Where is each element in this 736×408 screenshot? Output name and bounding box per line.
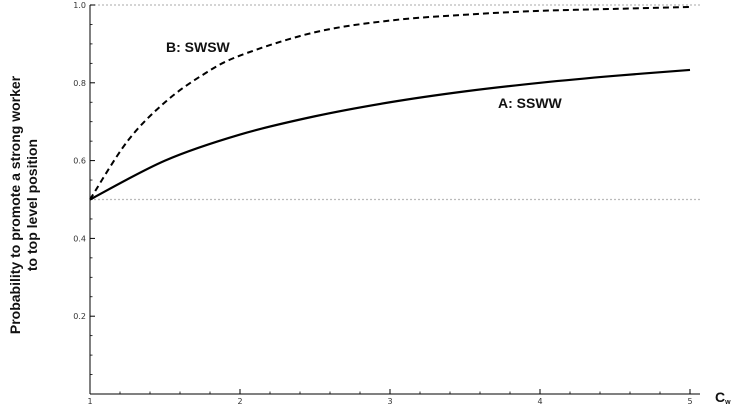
y-tick-label: 0.4 xyxy=(73,234,86,243)
series-label-a: A: SSWW xyxy=(498,95,563,111)
x-axis-label-main: C xyxy=(715,389,725,405)
y-axis-label: Probability to promote a strong worker t… xyxy=(7,75,40,334)
reference-lines xyxy=(90,4,700,201)
series-line-b xyxy=(89,5,691,201)
x-tick-label: 5 xyxy=(687,397,692,406)
x-axis-label: Cw xyxy=(715,389,731,406)
x-tick-label: 2 xyxy=(237,397,242,406)
y-tick-label: 0.2 xyxy=(73,312,86,321)
y-tick-labels: 0.2 0.4 0.6 0.8 1.0 xyxy=(73,1,86,321)
x-tick-label: 1 xyxy=(87,397,92,406)
series-label-b: B: SWSW xyxy=(166,39,231,55)
series-lines xyxy=(89,5,691,201)
y-tick-label: 0.6 xyxy=(73,157,86,166)
y-tick-label: 1.0 xyxy=(73,1,86,10)
x-tick-label: 3 xyxy=(387,397,392,406)
y-tick-label: 0.8 xyxy=(73,79,86,88)
x-tick-label: 4 xyxy=(537,397,542,406)
x-tick-labels: 1 2 3 4 5 xyxy=(87,397,692,406)
y-axis-label-line1: Probability to promote a strong worker xyxy=(7,75,23,334)
x-axis-label-subscript: w xyxy=(724,399,731,406)
series-line-a xyxy=(89,68,691,201)
y-axis-label-line2: to top level position xyxy=(24,139,40,271)
